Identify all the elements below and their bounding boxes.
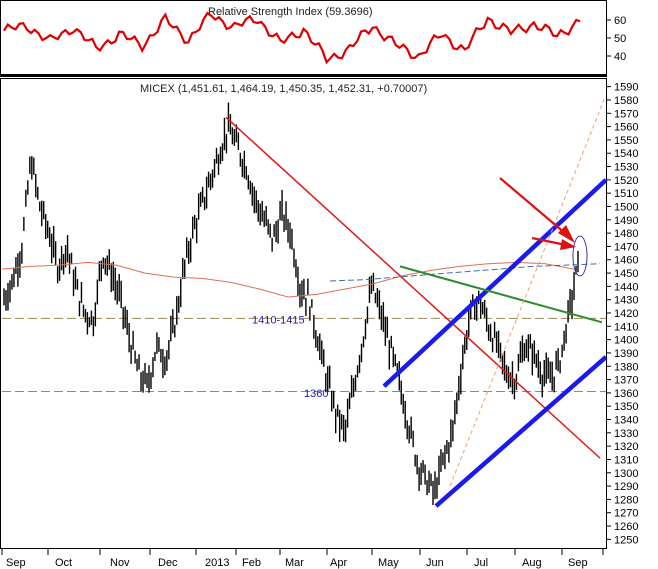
price-y-tick-label: 1340 (614, 415, 638, 427)
price-y-tick-label: 1420 (614, 308, 638, 320)
price-y-tick-label: 1320 (614, 441, 638, 453)
x-tick-label: Apr (330, 557, 347, 569)
red-arrow-upper-head (558, 225, 575, 243)
x-tick-label: 2013 (205, 557, 229, 569)
price-y-tick-label: 1310 (614, 454, 638, 466)
x-tick-label: Aug (522, 557, 542, 569)
price-y-tick-label: 1330 (614, 428, 638, 440)
red-arrow-lower-head (560, 239, 576, 250)
x-tick-label: Sep (568, 557, 588, 569)
price-y-tick-label: 1450 (614, 268, 638, 280)
price-y-tick-label: 1510 (614, 188, 638, 200)
price-y-tick-label: 1410 (614, 321, 638, 333)
x-tick-label: May (378, 557, 399, 569)
support-levels (2, 317, 606, 393)
x-tick-label: Feb (242, 557, 261, 569)
price-y-tick-label: 1560 (614, 122, 638, 134)
rsi-title: Relative Strength Index (59.3696) (208, 6, 373, 18)
price-y-tick-label: 1370 (614, 375, 638, 387)
price-y-tick-label: 1300 (614, 468, 638, 480)
x-tick-label: Nov (110, 557, 130, 569)
price-y-tick-label: 1460 (614, 255, 638, 267)
price-y-tick-label: 1380 (614, 361, 638, 373)
price-y-tick-label: 1490 (614, 215, 638, 227)
x-tick-label: Dec (158, 557, 178, 569)
price-y-tick-label: 1350 (614, 401, 638, 413)
x-tick-label: Sep (6, 557, 26, 569)
x-tick-label: Jul (474, 557, 488, 569)
x-tick-label: Jun (426, 557, 444, 569)
green-line-trendline (399, 265, 603, 324)
price-y-tick-label: 1390 (614, 348, 638, 360)
price-y-tick-label: 1400 (614, 335, 638, 347)
blue-channel-lower-trendline (434, 355, 608, 508)
orange-dashed-line-trendline (449, 99, 605, 487)
rsi-y-tick-label: 60 (614, 15, 626, 27)
price-y-tick-label: 1290 (614, 481, 638, 493)
rsi-y-tick-label: 50 (614, 33, 626, 45)
price-y-tick-label: 1570 (614, 108, 638, 120)
blue-channel-upper-trendline (382, 178, 608, 388)
annotation-label: 1410-1415 (252, 315, 305, 327)
x-tick-label: Mar (285, 557, 304, 569)
red-arrow-upper (499, 177, 567, 235)
price-title: MICEX (1,451.61, 1,464.19, 1,450.35, 1,4… (140, 83, 427, 95)
price-y-tick-label: 1250 (614, 534, 638, 546)
price-bars (3, 102, 579, 506)
trendlines (225, 99, 608, 508)
price-y-tick-label: 1470 (614, 241, 638, 253)
price-y-tick-label: 1540 (614, 148, 638, 160)
highlight-ellipse (572, 235, 588, 277)
price-y-tick-label: 1280 (614, 494, 638, 506)
price-y-tick-label: 1440 (614, 281, 638, 293)
red-downtrend-trendline (225, 116, 601, 459)
rsi-y-tick-label: 40 (614, 51, 626, 63)
price-y-tick-label: 1590 (614, 82, 638, 94)
price-y-tick-label: 1520 (614, 175, 638, 187)
price-y-tick-label: 1550 (614, 135, 638, 147)
price-y-tick-label: 1430 (614, 295, 638, 307)
price-y-tick-label: 1270 (614, 508, 638, 520)
price-y-tick-label: 1360 (614, 388, 638, 400)
x-axis: Sep Oct Nov Dec 2013 Feb Mar Apr May Jun Jul Aug Sep (1, 548, 604, 569)
price-y-tick-label: 1480 (614, 228, 638, 240)
annotation-label: 1360 (304, 388, 328, 400)
price-y-tick-label: 1530 (614, 162, 638, 174)
dashed-average-line (329, 263, 601, 282)
red-arrow-lower (531, 236, 567, 247)
price-y-tick-label: 1580 (614, 95, 638, 107)
moving-average-line (1, 261, 575, 298)
x-tick-label: Oct (55, 557, 72, 569)
level-annotations: 1410-1415 1360 (252, 315, 328, 400)
price-y-tick-label: 1500 (614, 201, 638, 213)
price-y-tick-label: 1260 (614, 521, 638, 533)
rsi-y-axis: 60 50 40 (606, 15, 626, 63)
rsi-series-line (3, 11, 581, 65)
